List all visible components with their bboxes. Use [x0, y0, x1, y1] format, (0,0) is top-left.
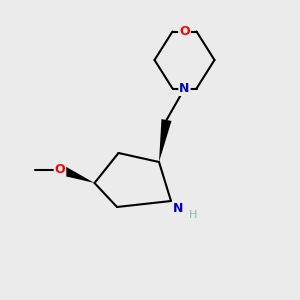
Text: N: N — [179, 82, 190, 95]
Polygon shape — [58, 164, 94, 183]
Text: N: N — [173, 202, 184, 215]
Text: O: O — [179, 25, 190, 38]
Text: H: H — [188, 209, 197, 220]
Text: O: O — [55, 163, 65, 176]
Polygon shape — [159, 119, 172, 162]
